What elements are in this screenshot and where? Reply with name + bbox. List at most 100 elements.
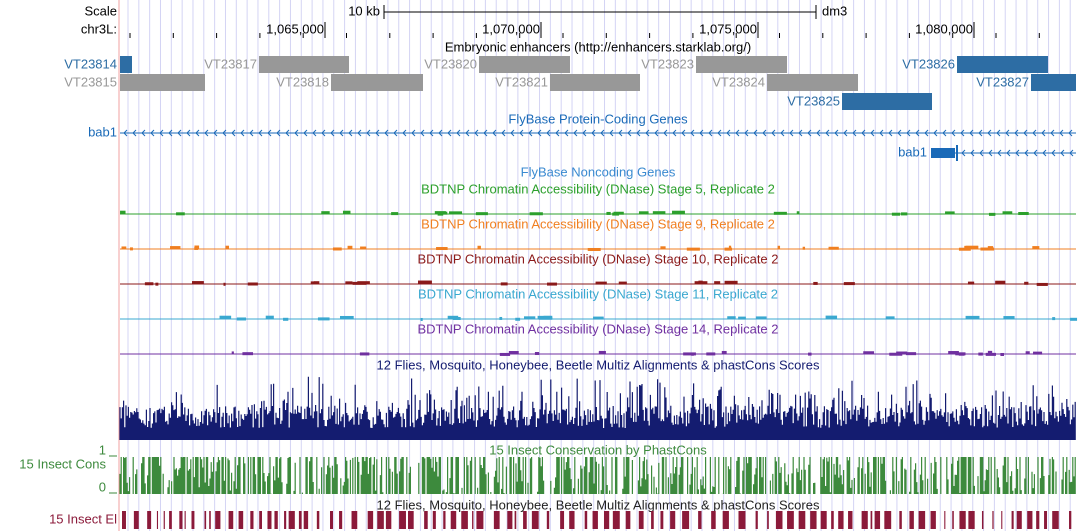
conserved-element [399, 511, 406, 529]
signal-peak [194, 245, 200, 249]
strand-arrow [564, 129, 569, 137]
enhancer [957, 56, 1048, 73]
conserved-element [918, 511, 926, 529]
enhancer [550, 74, 640, 91]
signal-peak [1024, 281, 1029, 285]
strand-arrow [582, 129, 587, 137]
conserved-element [450, 511, 457, 529]
strand-arrow [609, 129, 614, 137]
strand-arrow [357, 129, 362, 137]
signal-peak [889, 352, 903, 356]
strand-arrow [789, 129, 794, 137]
strand-arrow [240, 129, 245, 137]
strand-arrow [384, 129, 389, 137]
strand-arrow [933, 129, 938, 137]
strand-arrow [150, 129, 155, 137]
conserved-element [267, 511, 272, 529]
signal-peak [638, 211, 649, 215]
track-title: 15 Insect Conservation by PhastCons [489, 442, 707, 457]
signal-peak [225, 245, 230, 249]
signal-peak [352, 281, 367, 285]
strand-arrow [690, 129, 695, 137]
conserved-element [767, 511, 769, 529]
signal-peak [691, 352, 694, 356]
signal-peak [843, 282, 855, 286]
signal-peak [317, 317, 330, 321]
strand-arrow [636, 129, 641, 137]
ruler-label: 1,070,000 [482, 21, 540, 36]
conserved-element [316, 511, 320, 529]
conserved-element [339, 511, 343, 529]
enhancer [259, 56, 349, 73]
signal-peak [447, 315, 459, 319]
signal-peak [593, 316, 604, 320]
strand-arrow [1051, 149, 1056, 157]
conserved-element [523, 511, 527, 529]
strand-arrow [420, 129, 425, 137]
enhancer-label: VT23825 [787, 93, 840, 108]
signal-peak [499, 316, 503, 320]
signal-peak [802, 246, 806, 250]
signal-peak [1033, 351, 1043, 355]
track-title: Embryonic enhancers (http://enhancers.st… [445, 39, 751, 54]
conserved-element [259, 511, 262, 529]
conserved-element [992, 511, 994, 529]
conserved-element [638, 511, 644, 529]
signal-peak [1036, 282, 1048, 286]
signal-peak [437, 211, 448, 215]
strand-arrow [267, 129, 272, 137]
strand-arrow [132, 129, 137, 137]
enhancer [479, 56, 570, 73]
signal-peak [988, 212, 996, 216]
signal-peak [724, 280, 738, 284]
strand-arrow [997, 149, 1002, 157]
strand-arrow [780, 129, 785, 137]
signal-peak [236, 317, 247, 321]
signal-peak [863, 351, 875, 355]
conserved-element [870, 511, 873, 529]
enhancer-label: VT23818 [276, 74, 329, 89]
strand-arrow [1041, 129, 1046, 137]
strand-arrow [979, 149, 984, 157]
enhancer-label: VT23821 [495, 74, 548, 89]
signal-peak [958, 247, 971, 251]
strand-arrow [897, 129, 902, 137]
strand-arrow [519, 129, 524, 137]
conserved-element [831, 511, 834, 529]
conserved-element [874, 511, 881, 529]
conserved-element [184, 511, 186, 529]
strand-arrow [681, 129, 686, 137]
strand-arrow [492, 129, 497, 137]
conserved-element [156, 511, 159, 529]
signal-peak [606, 211, 611, 215]
strand-arrow [447, 129, 452, 137]
strand-arrow [699, 129, 704, 137]
conservation-wiggle [119, 376, 1076, 440]
signal-peak [618, 281, 627, 285]
strand-arrow [1069, 149, 1074, 157]
conserved-element [848, 511, 853, 529]
signal-peak [595, 281, 607, 285]
conserved-element [472, 511, 474, 529]
signal-peak [813, 281, 818, 285]
strand-arrow [294, 129, 299, 137]
conserved-element [810, 511, 817, 529]
conserved-element [625, 511, 631, 529]
conserved-element [798, 511, 806, 529]
strand-arrow [1033, 149, 1038, 157]
conserved-element [981, 511, 984, 529]
signal-peak [721, 350, 727, 354]
strand-arrow [312, 129, 317, 137]
strand-arrow [429, 129, 434, 137]
strand-arrow [816, 129, 821, 137]
strand-arrow [1068, 129, 1073, 137]
strand-arrow [654, 129, 659, 137]
conserved-element [303, 511, 309, 529]
signal-peak [515, 317, 521, 321]
conserved-element [204, 511, 207, 529]
signal-peak [652, 211, 666, 215]
strand-arrow [1060, 149, 1065, 157]
signal-peak [613, 211, 624, 215]
signal-peak [223, 282, 226, 286]
conserved-element [820, 511, 827, 529]
